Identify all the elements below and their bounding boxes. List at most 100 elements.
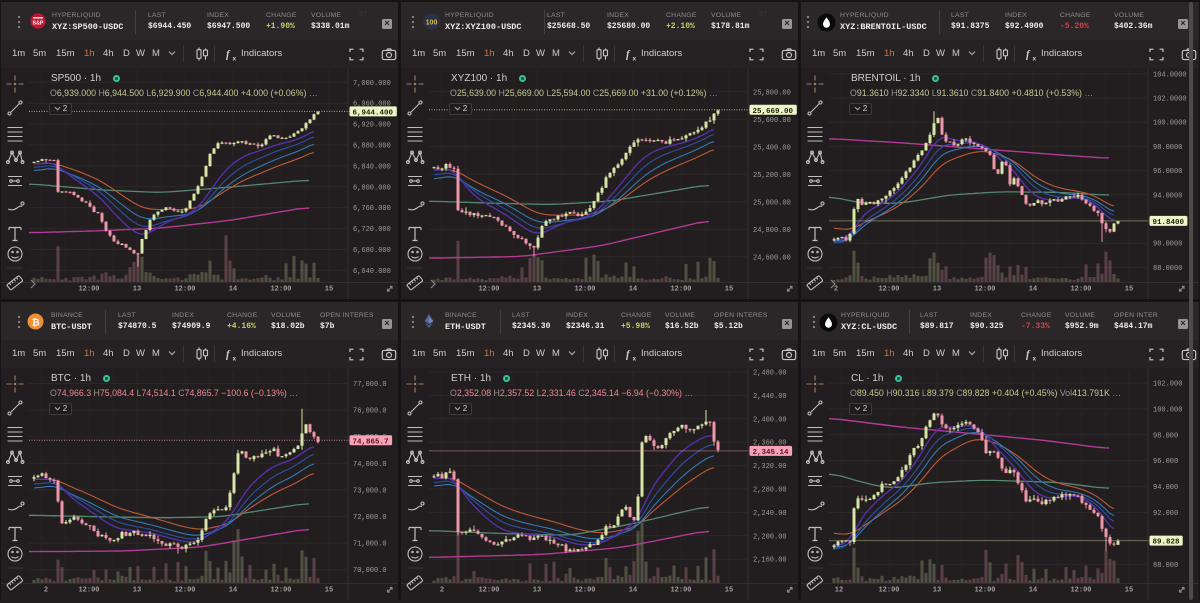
- svg-text:25,400.00: 25,400.00: [753, 144, 791, 152]
- svg-text:12:00: 12:00: [878, 587, 899, 595]
- svg-text:6,800.000: 6,800.000: [353, 184, 391, 192]
- svg-text:100: 100: [426, 19, 438, 26]
- svg-text:14: 14: [629, 587, 637, 595]
- svg-text:12:00: 12:00: [78, 286, 99, 294]
- svg-text:12:00: 12:00: [78, 587, 99, 595]
- svg-text:12:00: 12:00: [1070, 286, 1091, 294]
- svg-text:25,800.00: 25,800.00: [753, 89, 791, 97]
- svg-text:12:00: 12:00: [270, 286, 291, 294]
- svg-text:92.000: 92.000: [1153, 510, 1178, 518]
- svg-text:74,865.7: 74,865.7: [353, 438, 389, 446]
- svg-text:f: f: [626, 350, 631, 361]
- svg-text:2,280.00: 2,280.00: [753, 487, 787, 495]
- svg-text:100.0000: 100.0000: [1153, 120, 1187, 128]
- svg-text:15: 15: [1125, 286, 1133, 294]
- svg-text:14: 14: [229, 587, 237, 595]
- svg-text:94.000: 94.000: [1153, 484, 1178, 492]
- svg-text:12: 12: [835, 587, 843, 595]
- svg-text:f: f: [226, 350, 231, 361]
- svg-text:98.0000: 98.0000: [1153, 144, 1182, 152]
- svg-text:15: 15: [325, 587, 333, 595]
- svg-text:6,760.000: 6,760.000: [353, 205, 391, 213]
- svg-text:94.0000: 94.0000: [1153, 192, 1182, 200]
- svg-text:25,600.00: 25,600.00: [753, 117, 791, 125]
- svg-text:90.0000: 90.0000: [1153, 241, 1182, 249]
- svg-text:104.0000: 104.0000: [1153, 71, 1187, 79]
- svg-text:102.000: 102.000: [1153, 381, 1182, 389]
- svg-text:2,320.00: 2,320.00: [753, 463, 787, 471]
- svg-text:100.000: 100.000: [1153, 406, 1182, 414]
- svg-text:12:00: 12:00: [974, 587, 995, 595]
- svg-text:13: 13: [133, 587, 141, 595]
- svg-text:f: f: [226, 50, 231, 61]
- svg-text:12:00: 12:00: [174, 587, 195, 595]
- svg-text:98.000: 98.000: [1153, 432, 1178, 440]
- svg-text:2,440.00: 2,440.00: [753, 393, 787, 401]
- svg-text:15: 15: [1125, 587, 1133, 595]
- svg-text:7,000.000: 7,000.000: [353, 80, 391, 88]
- svg-text:x: x: [633, 356, 637, 363]
- svg-text:6,880.000: 6,880.000: [353, 143, 391, 151]
- svg-text:14: 14: [1029, 587, 1037, 595]
- svg-text:6,680.000: 6,680.000: [353, 247, 391, 255]
- svg-text:13: 13: [533, 587, 541, 595]
- svg-text:88.000: 88.000: [1153, 562, 1178, 570]
- svg-text:6,920.000: 6,920.000: [353, 122, 391, 130]
- svg-text:12:00: 12:00: [574, 286, 595, 294]
- svg-text:96.000: 96.000: [1153, 458, 1178, 466]
- svg-text:12:00: 12:00: [574, 587, 595, 595]
- svg-text:91.8400: 91.8400: [1153, 219, 1185, 227]
- svg-text:2,200.00: 2,200.00: [753, 533, 787, 541]
- svg-text:2,240.00: 2,240.00: [753, 510, 787, 518]
- svg-text:24,800.00: 24,800.00: [753, 227, 791, 235]
- svg-text:13: 13: [933, 587, 941, 595]
- svg-text:6,720.000: 6,720.000: [353, 226, 391, 234]
- svg-text:72,000.0: 72,000.0: [353, 514, 387, 522]
- svg-text:13: 13: [133, 286, 141, 294]
- svg-text:14: 14: [1029, 286, 1037, 294]
- svg-text:25,000.00: 25,000.00: [753, 199, 791, 207]
- svg-text:6,960.000: 6,960.000: [353, 101, 391, 109]
- svg-text:x: x: [1033, 56, 1037, 63]
- svg-text:13: 13: [933, 286, 941, 294]
- svg-text:12:00: 12:00: [270, 587, 291, 595]
- svg-text:6,840.000: 6,840.000: [353, 163, 391, 171]
- svg-text:15: 15: [325, 286, 333, 294]
- svg-text:71,000.0: 71,000.0: [353, 541, 387, 549]
- svg-text:12:00: 12:00: [670, 286, 691, 294]
- svg-text:2,160.00: 2,160.00: [753, 557, 787, 565]
- svg-text:2,345.14: 2,345.14: [753, 449, 790, 457]
- svg-text:f: f: [1026, 50, 1031, 61]
- svg-text:24,600.00: 24,600.00: [753, 254, 791, 262]
- svg-text:2,480.00: 2,480.00: [753, 370, 787, 378]
- svg-text:25,200.00: 25,200.00: [753, 172, 791, 180]
- svg-text:2: 2: [440, 587, 444, 595]
- svg-text:14: 14: [629, 286, 637, 294]
- svg-text:₿: ₿: [32, 317, 40, 328]
- svg-text:77,000.0: 77,000.0: [353, 381, 387, 389]
- svg-text:6,640.000: 6,640.000: [353, 268, 391, 276]
- svg-text:6,944.400: 6,944.400: [353, 109, 394, 117]
- svg-text:S&P: S&P: [33, 21, 44, 27]
- svg-text:12:00: 12:00: [974, 286, 995, 294]
- svg-text:12:00: 12:00: [478, 286, 499, 294]
- svg-text:f: f: [626, 50, 631, 61]
- svg-text:76,000.0: 76,000.0: [353, 408, 387, 416]
- svg-text:12:00: 12:00: [878, 286, 899, 294]
- svg-text:13: 13: [533, 286, 541, 294]
- svg-text:12:00: 12:00: [478, 587, 499, 595]
- svg-text:25,669.00: 25,669.00: [753, 108, 794, 116]
- svg-text:2,360.00: 2,360.00: [753, 440, 787, 448]
- svg-text:2: 2: [44, 587, 48, 595]
- svg-text:89.828: 89.828: [1153, 539, 1181, 547]
- svg-text:74,000.0: 74,000.0: [353, 461, 387, 469]
- svg-text:15: 15: [725, 286, 733, 294]
- svg-text:2,400.00: 2,400.00: [753, 416, 787, 424]
- svg-text:x: x: [233, 56, 237, 63]
- svg-text:12:00: 12:00: [174, 286, 195, 294]
- svg-text:15: 15: [725, 587, 733, 595]
- svg-text:73,000.0: 73,000.0: [353, 487, 387, 495]
- svg-text:12:00: 12:00: [1070, 587, 1091, 595]
- svg-text:96.0000: 96.0000: [1153, 168, 1182, 176]
- svg-text:12:00: 12:00: [670, 587, 691, 595]
